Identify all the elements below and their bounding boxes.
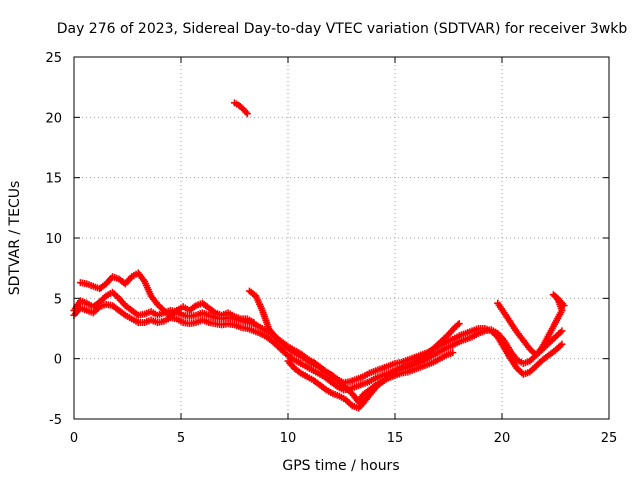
series-arc-3 (76, 269, 258, 326)
y-axis-label: SDTVAR / TECUs (7, 181, 23, 296)
data-point (454, 321, 462, 329)
x-axis-label: GPS time / hours (282, 458, 399, 474)
x-tick-label: 5 (177, 431, 185, 446)
data-point (558, 340, 566, 348)
y-tick-label: 5 (54, 292, 62, 307)
x-tick-label: 0 (70, 431, 78, 446)
plot-frame (73, 56, 610, 420)
data-point (449, 349, 457, 357)
data-point (455, 320, 463, 328)
data-points (70, 99, 568, 412)
y-tick-label: 15 (45, 172, 62, 187)
data-point (250, 318, 258, 326)
x-tick-label: 10 (280, 431, 297, 446)
y-tick-label: -5 (49, 413, 62, 428)
chart-title: Day 276 of 2023, Sidereal Day-to-day VTE… (57, 21, 628, 37)
x-tick-label: 20 (494, 431, 511, 446)
y-tick-label: 20 (45, 111, 62, 126)
x-tick-label: 25 (601, 431, 618, 446)
data-point (560, 302, 568, 310)
series-arc-5 (284, 320, 463, 412)
grid-lines (74, 57, 609, 419)
series-arc-1 (70, 300, 566, 394)
y-tick-label: 0 (54, 353, 62, 368)
data-point (558, 327, 566, 335)
series-arc-7 (231, 99, 251, 118)
y-tick-label: 10 (45, 232, 62, 247)
series-arc-6 (494, 291, 568, 359)
y-tick-label: 25 (45, 51, 62, 66)
data-point (243, 110, 251, 118)
x-tick-label: 15 (387, 431, 404, 446)
axis-ticks: 0 5 10 15 20 25 -5 0 5 10 15 20 25 (45, 51, 617, 446)
